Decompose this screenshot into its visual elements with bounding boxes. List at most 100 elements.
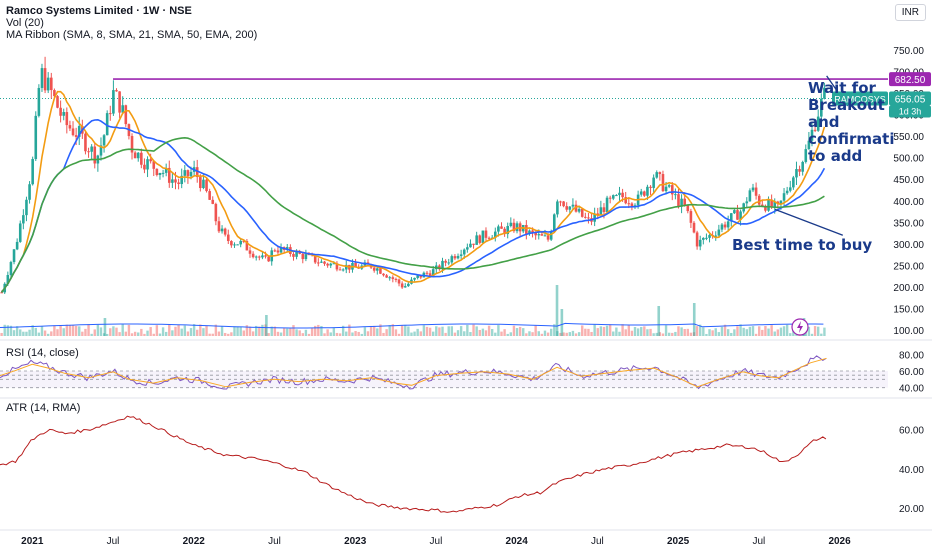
candle-body — [444, 260, 447, 263]
candle-body — [242, 240, 246, 242]
volume-bar — [314, 325, 317, 336]
candle-body — [251, 253, 255, 258]
candle-body — [773, 201, 777, 208]
volume-bar — [621, 324, 624, 336]
volume-bar — [223, 332, 227, 336]
volume-bar — [596, 328, 599, 336]
chart-legend: Ramco Systems Limited · 1W · NSE Vol (20… — [6, 5, 257, 41]
volume-bar — [248, 326, 252, 336]
candle-body — [239, 240, 242, 245]
candle-body — [761, 204, 764, 206]
candle-body — [298, 251, 301, 254]
candle-body — [584, 216, 587, 218]
candle-body — [180, 175, 183, 185]
candle-body — [646, 186, 649, 196]
volume-bar — [245, 325, 249, 336]
volume-bar — [407, 326, 410, 336]
price-tick-label: 300.00 — [893, 240, 924, 251]
volume-bar — [823, 327, 826, 336]
volume-bar — [720, 326, 724, 336]
volume-bar — [335, 332, 339, 336]
volume-bar — [22, 331, 25, 336]
candle-body — [733, 210, 736, 214]
ma-50-line — [0, 136, 825, 293]
symbol-tag-bg — [832, 91, 888, 106]
volume-bar — [155, 325, 159, 336]
candle-body — [217, 221, 221, 232]
volume-bar — [459, 326, 463, 336]
volume-bar — [382, 332, 385, 336]
candle-body — [285, 247, 289, 250]
candle-body — [74, 135, 78, 137]
volume-bar — [9, 325, 13, 336]
candle-body — [792, 177, 795, 188]
candle-body — [313, 255, 317, 263]
currency-button[interactable]: INR — [894, 4, 926, 21]
volume-bar — [133, 331, 137, 336]
volume-bar — [149, 327, 152, 336]
candle-body — [447, 262, 451, 264]
candle-body — [506, 226, 510, 235]
price-tick-label: 550.00 — [893, 132, 924, 143]
volume-bar — [404, 324, 407, 336]
volume-bar — [571, 330, 575, 336]
candle-body — [317, 262, 320, 264]
volume-bar — [15, 326, 19, 336]
price-tick-label: 250.00 — [893, 261, 924, 272]
volume-bar — [56, 329, 59, 336]
volume-bar — [568, 332, 572, 336]
volume-bar — [643, 326, 646, 336]
volume-bar — [559, 332, 562, 336]
candle-body — [745, 201, 749, 204]
volume-bar — [711, 330, 714, 336]
volume-bar — [161, 327, 165, 336]
volume-bar — [450, 326, 454, 336]
volume-bar — [453, 332, 457, 336]
candle-body — [9, 262, 13, 276]
candle-body — [22, 215, 25, 224]
candle-body — [574, 204, 578, 212]
volume-bar — [422, 325, 426, 336]
candle-body — [543, 235, 547, 237]
candle-body — [469, 243, 472, 248]
candle-body — [462, 249, 466, 255]
symbol-tag: RAMCOSYS — [832, 91, 888, 106]
breakout-line-4: confirmati — [808, 130, 895, 148]
volume-bar — [140, 328, 143, 336]
candle-body — [618, 192, 621, 196]
volume-bar — [354, 331, 357, 336]
time-tick-label: Jul — [430, 536, 443, 547]
candle-body — [593, 213, 596, 222]
volume-bar — [19, 329, 22, 336]
volume-bar — [186, 331, 190, 336]
volume-bar — [717, 332, 721, 336]
volume-bar — [525, 333, 528, 336]
last-price-tag-text: 656.05 — [895, 94, 926, 105]
volume-bar — [301, 333, 304, 336]
volume-bar — [574, 333, 578, 336]
candle-body — [500, 226, 503, 229]
volume-bar — [183, 325, 187, 336]
last-price-tag: 656.05 — [889, 91, 931, 106]
volume-bar — [630, 330, 634, 336]
candle-body — [34, 115, 38, 160]
volume-bar — [338, 333, 342, 336]
candle-body — [121, 105, 125, 113]
candle-body — [810, 129, 814, 141]
volume-legend: Vol (20) — [6, 17, 44, 29]
volume-bar — [820, 333, 823, 336]
candle-body — [186, 170, 190, 177]
volume-bar — [817, 326, 820, 336]
volume-bar — [37, 332, 41, 336]
volume-bar — [463, 331, 466, 336]
volume-bar — [192, 324, 196, 336]
volume-bar — [90, 333, 93, 336]
volume-bar — [581, 325, 584, 336]
candle-body — [782, 193, 786, 201]
volume-bar — [646, 329, 649, 336]
volume-bar — [233, 326, 236, 336]
volume-bar — [59, 325, 62, 336]
candle-body — [124, 105, 128, 125]
candle-body — [801, 161, 804, 172]
